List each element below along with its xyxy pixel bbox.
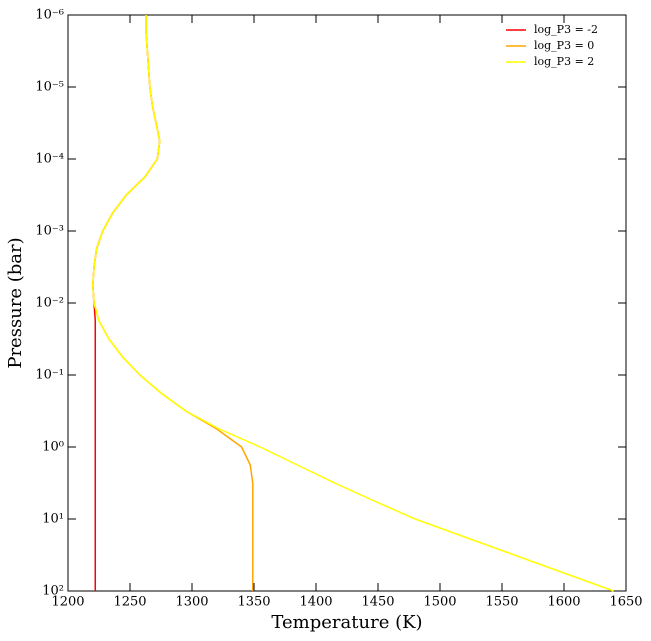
x-tick-label: 1200	[51, 595, 84, 610]
legend-label: log_P3 = 2	[534, 55, 594, 68]
x-tick-label: 1450	[361, 595, 394, 610]
plot-frame	[67, 14, 627, 592]
x-tick-label: 1350	[237, 595, 270, 610]
series-line	[92, 15, 614, 592]
x-tick-label: 1250	[113, 595, 146, 610]
x-tick-label: 1600	[547, 595, 580, 610]
y-tick-label: 10⁻⁵	[35, 80, 64, 95]
x-tick-label: 1400	[299, 595, 332, 610]
y-tick-label: 10²	[42, 584, 64, 599]
x-tick-label: 1500	[423, 595, 456, 610]
y-axis-label: Pressure (bar)	[5, 237, 26, 368]
legend-label: log_P3 = -2	[534, 23, 598, 36]
y-tick-label: 10⁻¹	[35, 368, 64, 383]
x-tick-label: 1550	[485, 595, 518, 610]
x-axis-label: Temperature (K)	[271, 612, 422, 633]
legend-label: log_P3 = 0	[534, 39, 594, 52]
x-tick-label: 1300	[175, 595, 208, 610]
y-tick-label: 10⁻⁶	[35, 8, 64, 23]
x-tick-label: 1650	[609, 595, 642, 610]
y-tick-label: 10⁻²	[35, 296, 64, 311]
y-tick-label: 10¹	[42, 512, 64, 527]
y-tick-label: 10⁻⁴	[35, 152, 64, 167]
y-tick-label: 10⁰	[42, 440, 64, 455]
y-tick-label: 10⁻³	[35, 224, 64, 239]
